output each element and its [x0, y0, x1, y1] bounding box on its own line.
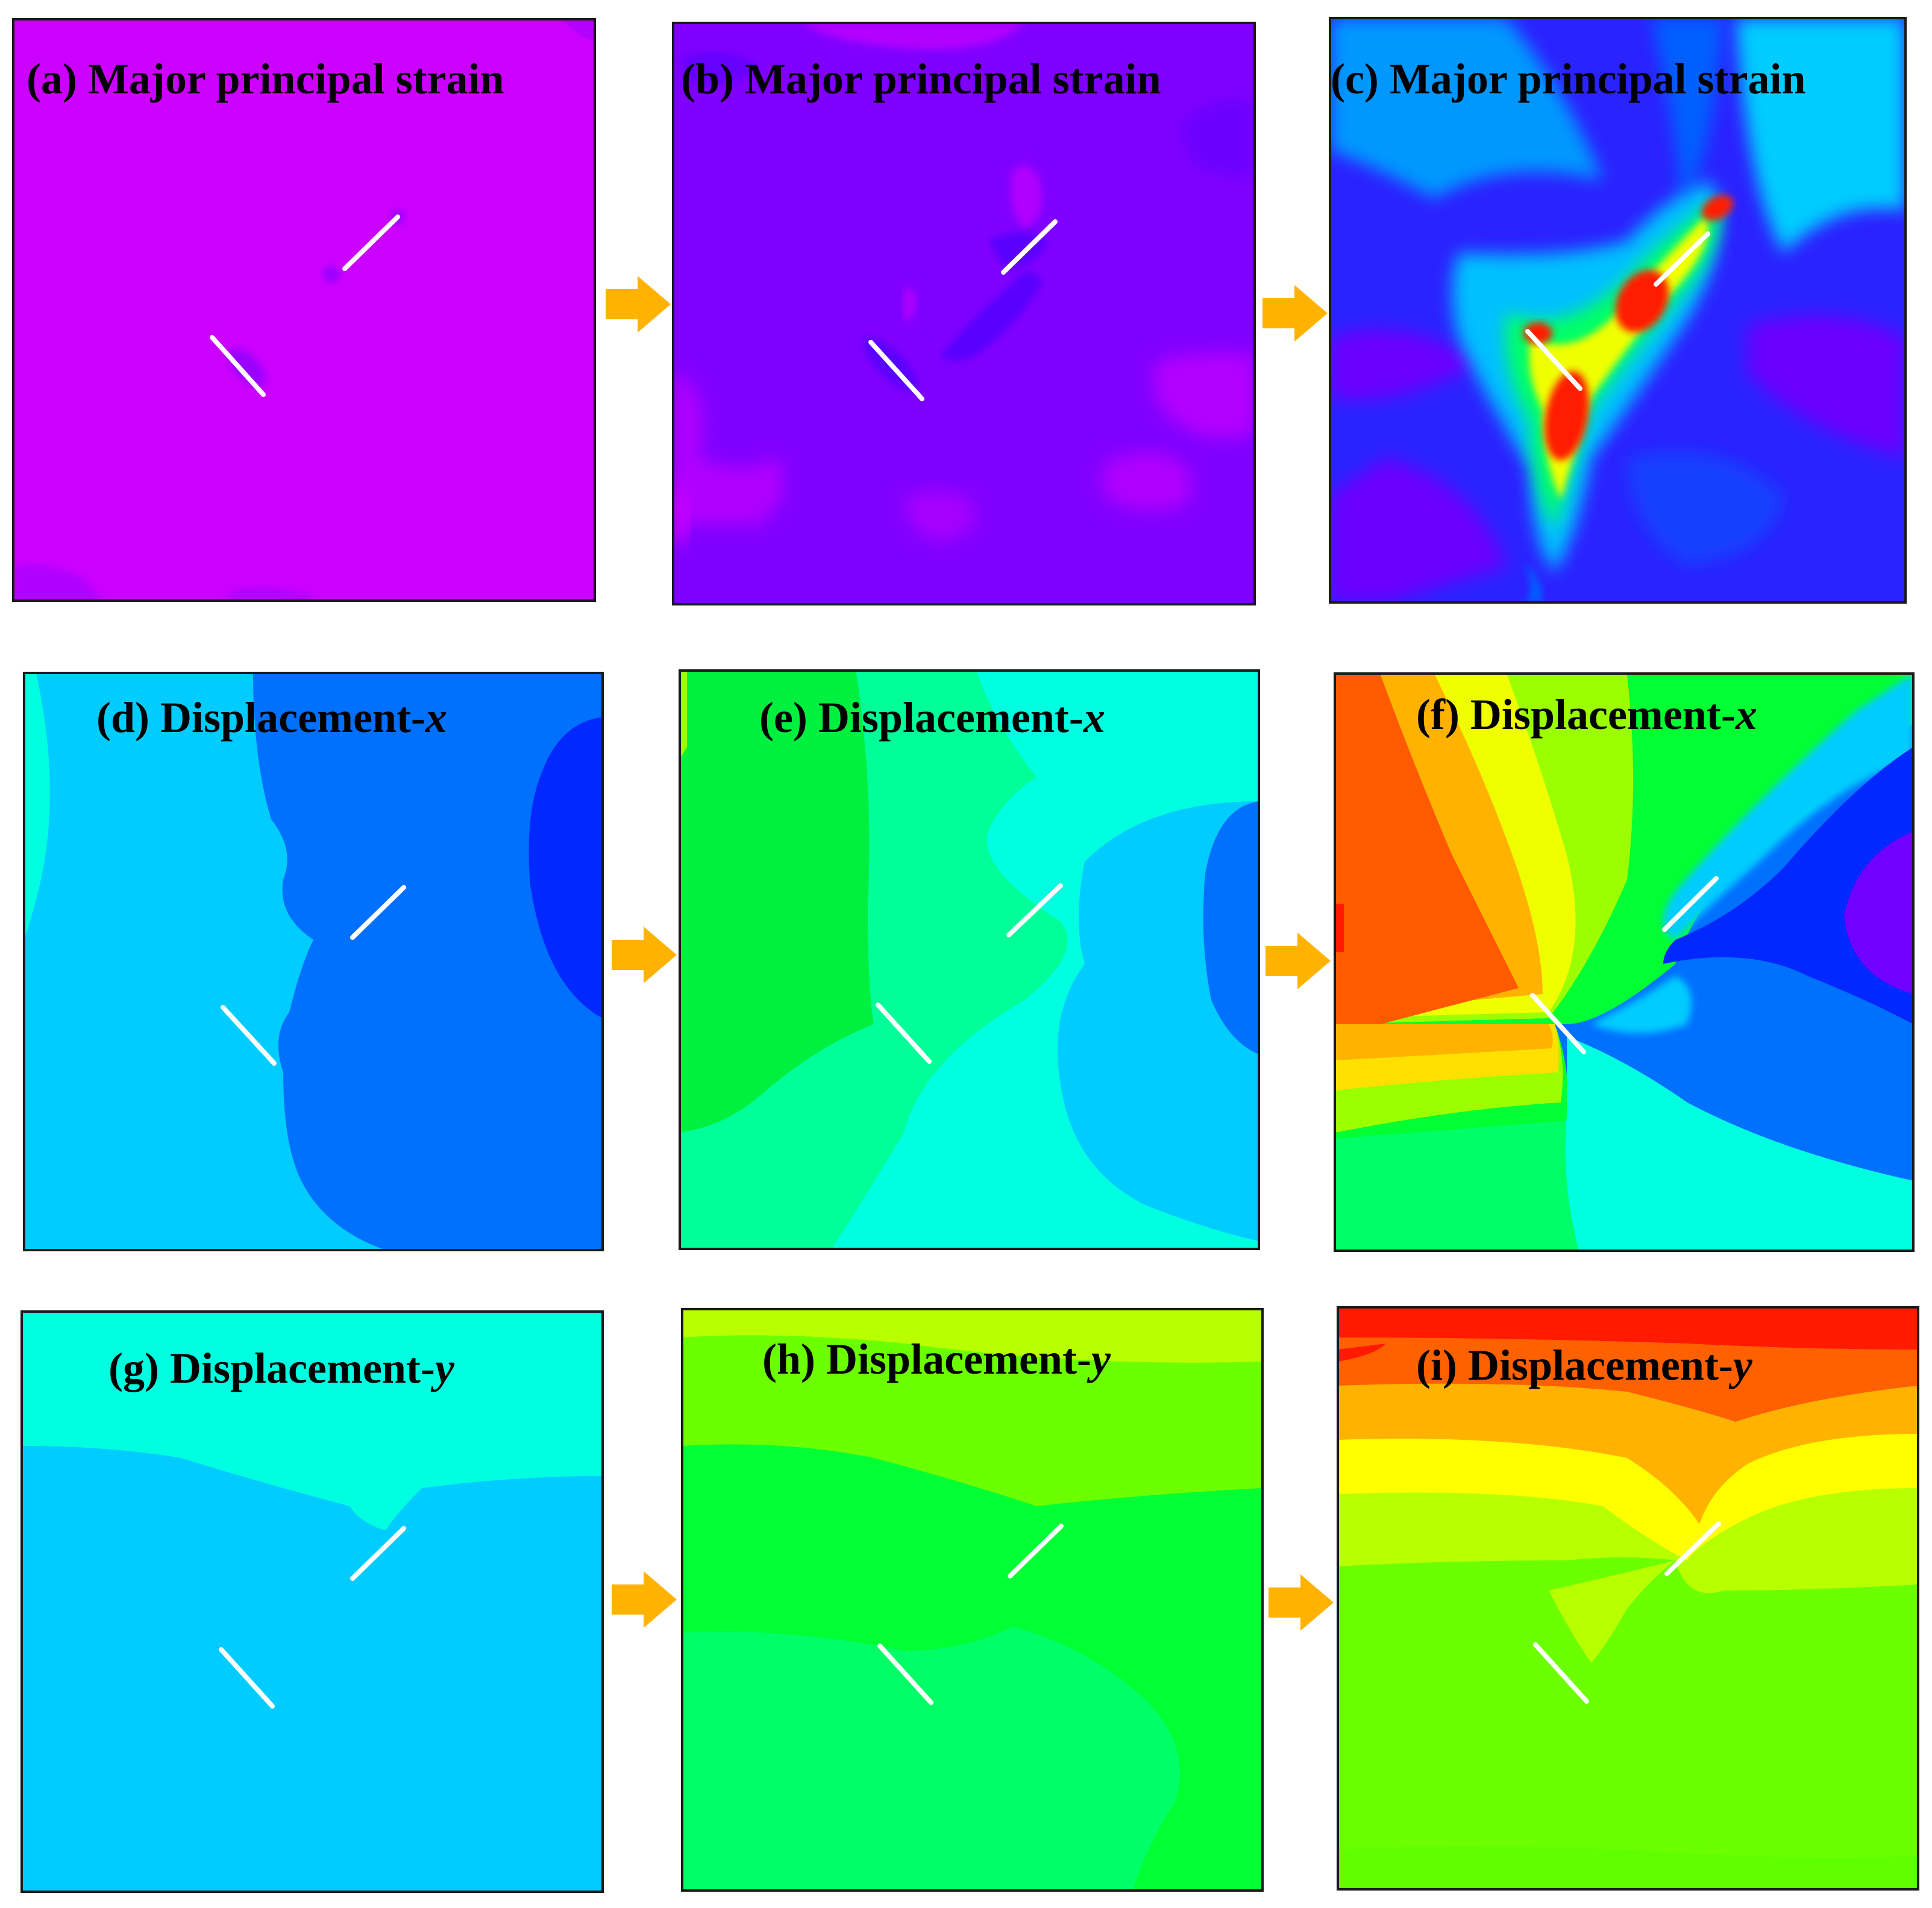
crack-lower [219, 1647, 275, 1709]
right-arrow-icon [612, 927, 677, 983]
crack-lower [1530, 993, 1586, 1054]
right-arrow-icon [1269, 1574, 1334, 1631]
crack-upper [350, 885, 406, 940]
crack-upper [1006, 883, 1063, 937]
right-arrow-icon [1262, 285, 1328, 342]
right-arrow-icon [612, 1571, 677, 1628]
right-arrow-icon [606, 276, 671, 333]
panel-a: (a) Major principal strain [12, 18, 596, 602]
panel-title: (a) Major principal strain [27, 55, 504, 103]
crack-upper [350, 1526, 406, 1581]
panel-title: (b) Major principal strain [681, 55, 1161, 103]
crack-lower [221, 1005, 277, 1066]
panel-c: (c) Major principal strain [1329, 17, 1907, 604]
panel-title: (f) Displacement-x [1416, 690, 1757, 739]
crack-upper [1008, 1524, 1064, 1578]
crack-lower [1533, 1642, 1589, 1704]
crack-upper [1664, 1521, 1721, 1576]
panel-d: (d) Displacement-x [23, 672, 604, 1251]
crack-lower [1525, 329, 1582, 391]
panel-h: (h) Displacement-y [681, 1308, 1264, 1892]
panel-b: (b) Major principal strain [672, 22, 1256, 605]
panel-title: (c) Major principal strain [1331, 55, 1806, 103]
panel-i: (i) Displacement-y [1337, 1306, 1919, 1891]
panel-title: (i) Displacement-y [1416, 1341, 1753, 1389]
crack-lower [868, 340, 924, 401]
panel-f: (f) Displacement-x [1334, 672, 1915, 1252]
crack-upper [1654, 231, 1710, 287]
crack-lower [877, 1644, 933, 1705]
crack-lower [210, 335, 266, 397]
panel-title: (d) Displacement-x [96, 693, 447, 742]
panel-title: (g) Displacement-y [108, 1344, 455, 1392]
crack-upper [1001, 219, 1058, 275]
right-arrow-icon [1266, 933, 1331, 989]
crack-lower [876, 1002, 932, 1064]
panel-title: (e) Displacement-x [759, 693, 1105, 742]
crack-upper [1662, 876, 1719, 932]
panel-g: (g) Displacement-y [20, 1310, 604, 1893]
panel-e: (e) Displacement-x [679, 669, 1260, 1250]
panel-title: (h) Displacement-y [762, 1335, 1111, 1383]
crack-upper [342, 214, 400, 271]
